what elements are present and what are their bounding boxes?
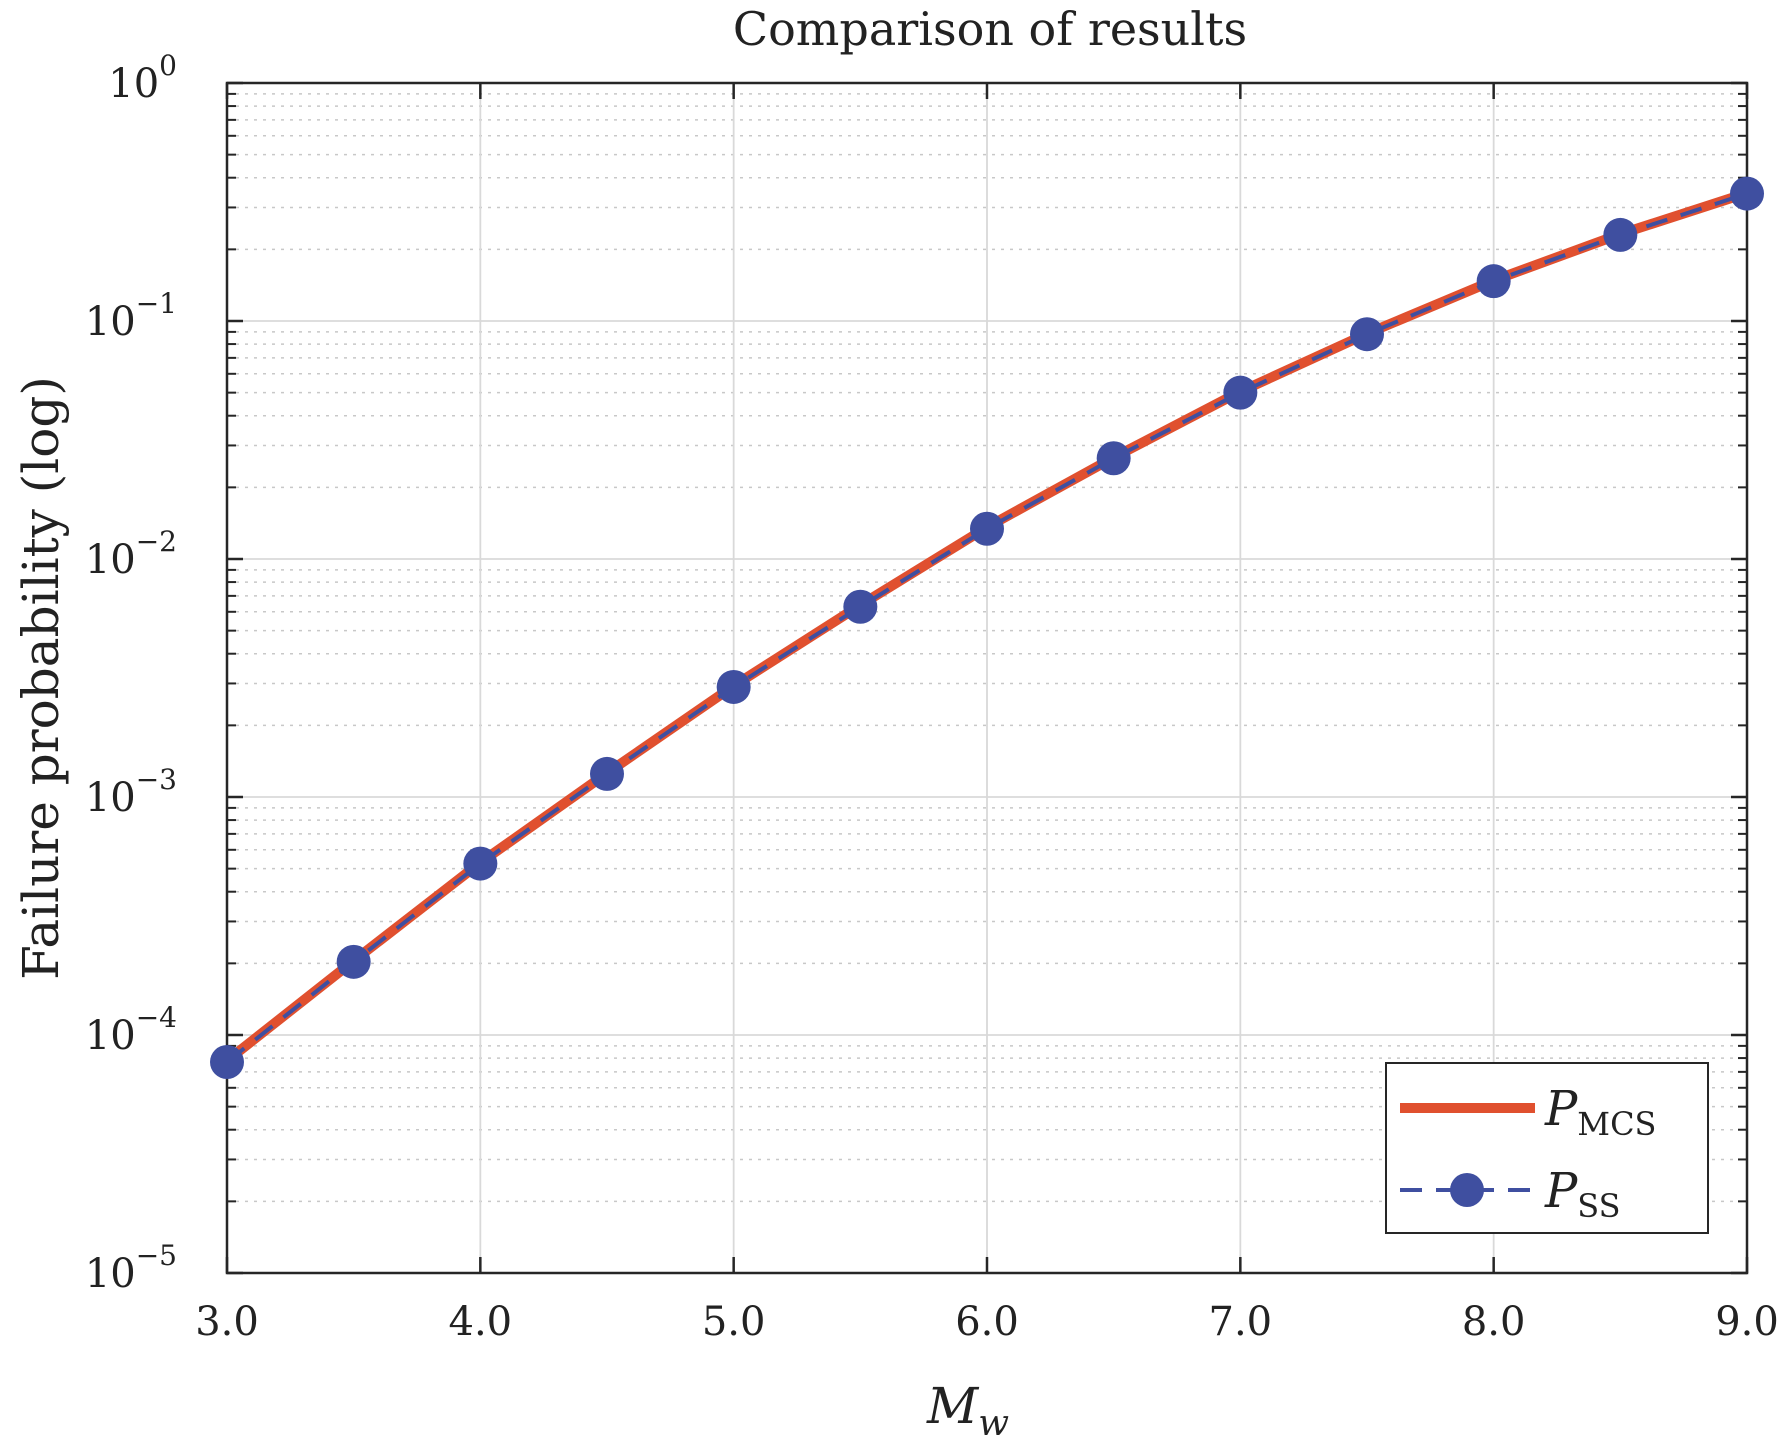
y-tick-exponent: −2 (136, 525, 177, 558)
series-ss-point (590, 756, 624, 791)
x-tick-label: 7.0 (1209, 1299, 1273, 1345)
series-ss-point (336, 944, 371, 979)
y-tick-label: 10−4 (85, 1001, 177, 1059)
legend-ss-sub: SS (1577, 1187, 1620, 1225)
legend-mcs-main: P (1544, 1081, 1578, 1137)
y-tick-label: 100 (108, 49, 177, 107)
x-axis-label: Mw (926, 1377, 1009, 1438)
series-ss-point (970, 511, 1004, 546)
legend-mcs-label: PMCS (1544, 1081, 1656, 1143)
x-axis-label-sub: w (978, 1403, 1009, 1438)
y-tick-exponent: −5 (136, 1239, 177, 1272)
y-tick-label: 10−3 (85, 763, 177, 821)
y-tick-label: 10−2 (85, 525, 177, 583)
legend-ss-marker (1450, 1173, 1484, 1207)
y-axis-label: Failure probability (log) (12, 376, 70, 980)
axis-ticks (225, 81, 1749, 1275)
series-ss-point (1476, 264, 1511, 299)
x-tick-label: 6.0 (955, 1299, 1019, 1345)
series-ss-point (1603, 217, 1638, 252)
series-ss-point (1223, 375, 1258, 410)
series-ss-point (210, 1045, 244, 1080)
series-ss-point (463, 846, 498, 881)
series-ss-point (1096, 441, 1131, 476)
x-tick-label: 5.0 (702, 1299, 766, 1345)
y-tick-labels: 100 10−1 10−2 10−3 10−4 10−5 (85, 49, 177, 1297)
series-ss-point (1730, 176, 1764, 211)
x-tick-label: 8.0 (1462, 1299, 1526, 1345)
series-ss-point (1350, 317, 1384, 352)
y-tick-exponent: −1 (136, 287, 177, 320)
series-ss-point (843, 589, 878, 624)
x-tick-label: 3.0 (195, 1299, 259, 1345)
x-tick-label: 4.0 (449, 1299, 513, 1345)
legend: PMCS PSS (1385, 1062, 1709, 1234)
y-tick-exponent: 0 (159, 49, 177, 82)
series-ss-point (716, 669, 751, 704)
y-tick-exponent: −4 (136, 1001, 177, 1034)
legend-ss-label: PSS (1544, 1163, 1621, 1225)
x-tick-labels: 3.0 4.0 5.0 6.0 7.0 8.0 9.0 (195, 1299, 1779, 1345)
series-layer (210, 176, 1764, 1080)
y-tick-exponent: −3 (136, 763, 177, 796)
y-tick-label: 10−5 (85, 1239, 177, 1297)
x-tick-label: 9.0 (1715, 1299, 1779, 1345)
legend-mcs-sub: MCS (1577, 1105, 1656, 1143)
legend-box (1385, 1062, 1709, 1234)
legend-ss-main: P (1544, 1163, 1578, 1219)
x-axis-label-main: M (926, 1377, 980, 1435)
chart-title: Comparison of results (733, 2, 1247, 56)
y-tick-label: 10−1 (85, 287, 177, 345)
